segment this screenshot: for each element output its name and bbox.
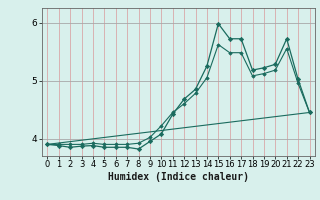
X-axis label: Humidex (Indice chaleur): Humidex (Indice chaleur) [108,172,249,182]
